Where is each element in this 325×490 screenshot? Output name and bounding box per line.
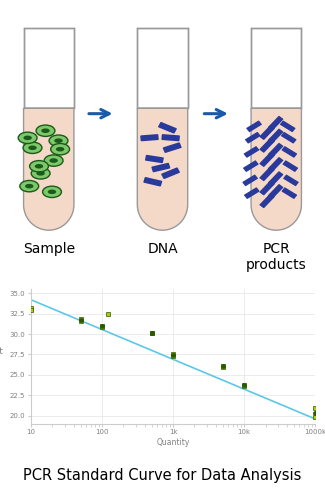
FancyBboxPatch shape [283,174,299,186]
Ellipse shape [41,128,50,133]
Ellipse shape [20,180,39,192]
Ellipse shape [51,144,70,155]
FancyBboxPatch shape [259,194,275,208]
Ellipse shape [49,135,68,147]
FancyBboxPatch shape [161,168,180,179]
Ellipse shape [23,136,32,140]
X-axis label: Quantity: Quantity [156,438,190,447]
Y-axis label: Ct: Ct [0,347,3,357]
Ellipse shape [30,161,48,172]
FancyBboxPatch shape [137,28,188,108]
FancyBboxPatch shape [242,174,258,186]
Ellipse shape [31,168,50,179]
FancyBboxPatch shape [281,187,297,199]
PathPatch shape [137,108,188,230]
FancyBboxPatch shape [243,160,259,172]
FancyBboxPatch shape [259,166,275,181]
Text: DNA: DNA [147,242,178,256]
FancyBboxPatch shape [251,28,302,108]
Ellipse shape [23,142,42,153]
Text: Sample: Sample [23,242,75,256]
FancyBboxPatch shape [244,187,260,199]
Ellipse shape [36,125,55,136]
FancyBboxPatch shape [158,122,177,134]
PathPatch shape [23,108,74,230]
Text: PCR Standard Curve for Data Analysis: PCR Standard Curve for Data Analysis [23,467,302,483]
FancyBboxPatch shape [281,146,297,158]
Ellipse shape [44,155,63,166]
Ellipse shape [48,190,56,194]
FancyBboxPatch shape [140,134,159,141]
FancyBboxPatch shape [244,146,259,158]
FancyBboxPatch shape [143,177,162,187]
Text: PCR
products: PCR products [246,242,306,272]
FancyBboxPatch shape [145,155,164,163]
FancyBboxPatch shape [23,28,74,108]
FancyBboxPatch shape [280,121,295,132]
FancyBboxPatch shape [163,142,182,153]
FancyBboxPatch shape [268,143,283,158]
FancyBboxPatch shape [259,125,275,140]
Ellipse shape [43,186,61,197]
FancyBboxPatch shape [151,163,170,172]
FancyBboxPatch shape [282,160,298,172]
FancyBboxPatch shape [268,184,283,199]
Ellipse shape [49,158,58,163]
FancyBboxPatch shape [268,157,283,172]
FancyBboxPatch shape [259,152,275,167]
FancyBboxPatch shape [268,116,283,131]
Ellipse shape [35,164,43,169]
Ellipse shape [25,184,33,189]
FancyBboxPatch shape [246,121,262,132]
Ellipse shape [36,171,45,175]
FancyBboxPatch shape [268,171,283,186]
FancyBboxPatch shape [259,180,275,196]
Ellipse shape [18,132,37,144]
FancyBboxPatch shape [281,132,296,144]
FancyBboxPatch shape [268,128,283,144]
PathPatch shape [251,108,302,230]
Ellipse shape [28,146,37,150]
Ellipse shape [54,138,63,143]
Ellipse shape [56,147,64,151]
FancyBboxPatch shape [259,138,275,153]
FancyBboxPatch shape [161,134,180,141]
FancyBboxPatch shape [245,132,261,144]
